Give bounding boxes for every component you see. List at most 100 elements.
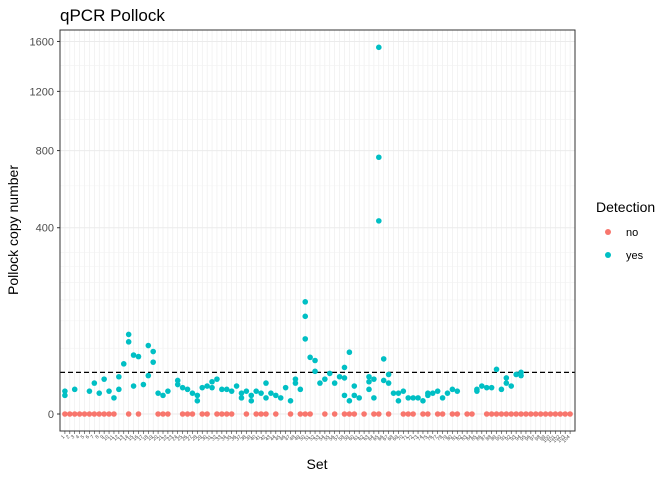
point-no (385, 411, 392, 417)
point-no (523, 411, 529, 417)
point-no (361, 411, 367, 417)
point-yes (434, 388, 441, 394)
x-tick-label: 54 (318, 434, 326, 442)
x-tick-label: 41 (254, 434, 262, 442)
point-yes (454, 388, 461, 394)
x-tick-label: 104 (561, 434, 571, 444)
point-no (273, 411, 279, 417)
x-tick-label: 49 (294, 434, 302, 442)
point-yes (326, 370, 333, 377)
point-yes (366, 373, 372, 380)
point-yes (322, 376, 328, 382)
point-no (503, 411, 510, 417)
x-tick-label: 4 (75, 434, 81, 440)
x-axis-title: Set (306, 456, 327, 472)
point-no (552, 411, 559, 417)
x-tick-label: 96 (524, 434, 532, 442)
point-yes (135, 353, 142, 360)
x-tick-label: 67 (382, 434, 390, 442)
x-tick-label: 84 (465, 434, 473, 442)
point-yes (199, 384, 206, 391)
point-no (253, 411, 259, 417)
point-yes (165, 388, 171, 394)
point-no (302, 411, 309, 417)
point-yes (341, 392, 348, 399)
point-no (223, 411, 230, 417)
x-tick-label: 92 (504, 434, 512, 442)
legend: Detection no yes (596, 199, 655, 262)
point-yes (130, 352, 137, 358)
legend-label-yes: yes (626, 250, 644, 262)
point-no (125, 411, 132, 417)
point-no (86, 411, 93, 417)
point-no (508, 411, 515, 417)
point-yes (238, 390, 245, 396)
point-yes (503, 375, 510, 381)
point-yes (376, 218, 382, 224)
x-tick-label: 73 (411, 434, 419, 442)
plot-panel (60, 30, 575, 431)
point-yes (62, 392, 68, 399)
x-tick-label: 42 (259, 434, 267, 442)
x-tick-label: 52 (308, 434, 316, 442)
x-tick-label: 62 (357, 434, 365, 442)
point-no (204, 411, 210, 417)
point-yes (302, 313, 309, 320)
grid (60, 30, 575, 431)
legend-entries: no yes (605, 227, 644, 262)
point-yes (263, 380, 269, 386)
point-no (67, 411, 73, 417)
y-tick-label: 800 (36, 146, 54, 158)
point-no (71, 411, 78, 417)
point-yes (282, 384, 289, 391)
point-no (498, 411, 505, 417)
x-tick-label: 50 (298, 434, 306, 442)
x-tick-label: 40 (249, 434, 257, 442)
point-yes (214, 376, 220, 382)
point-no (214, 411, 220, 417)
point-yes (395, 390, 402, 396)
x-tick-label: 63 (362, 434, 370, 442)
data-points (62, 44, 573, 417)
point-no (547, 411, 554, 417)
x-tick-label: 78 (436, 434, 444, 442)
x-tick-label: 95 (519, 434, 527, 442)
point-no (562, 411, 568, 417)
point-yes (179, 384, 186, 391)
point-yes (425, 390, 431, 396)
x-tick-label: 59 (343, 434, 351, 442)
x-tick-label: 5 (80, 434, 86, 440)
point-yes (302, 336, 309, 342)
x-tick-label: 77 (431, 434, 439, 442)
x-tick-label: 91 (500, 434, 508, 442)
point-yes (145, 342, 152, 349)
x-tick-label: 12 (112, 434, 120, 442)
point-yes (263, 395, 269, 401)
point-yes (488, 384, 495, 391)
point-no (351, 411, 358, 417)
x-tick-label: 75 (421, 434, 429, 442)
x-tick-label: 23 (166, 434, 174, 442)
x-tick-label: 29 (195, 434, 203, 442)
point-yes (223, 386, 230, 393)
x-tick-label: 25 (176, 434, 184, 442)
point-no (155, 411, 161, 417)
point-no (376, 411, 382, 417)
x-tick-label: 68 (387, 434, 395, 442)
x-tick-label: 97 (529, 434, 537, 442)
point-yes (184, 386, 191, 393)
x-tick-label: 55 (323, 434, 331, 442)
point-yes (292, 376, 299, 382)
point-yes (302, 299, 309, 305)
x-tick-label: 70 (397, 434, 405, 442)
point-no (341, 411, 348, 417)
point-no (219, 411, 225, 417)
x-tick-label: 80 (446, 434, 454, 442)
point-yes (317, 380, 323, 386)
point-yes (253, 388, 259, 394)
point-no (243, 411, 250, 417)
x-tick-label: 45 (274, 434, 282, 442)
x-tick-label: 36 (230, 434, 238, 442)
x-tick-label: 69 (392, 434, 400, 442)
